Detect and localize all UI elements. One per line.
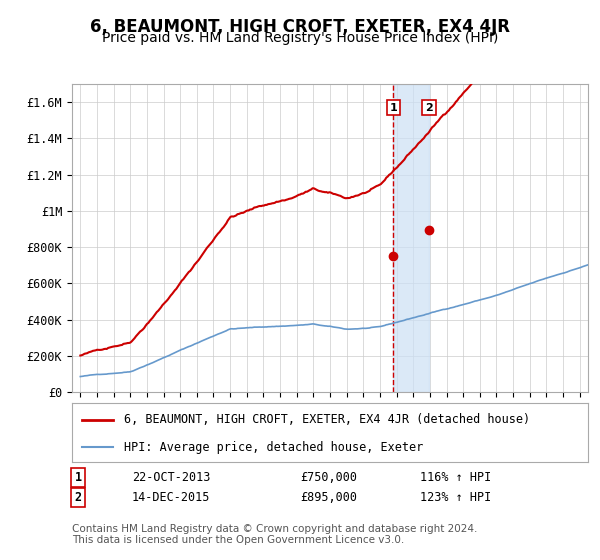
Text: 14-DEC-2015: 14-DEC-2015 [132, 491, 211, 504]
Text: 22-OCT-2013: 22-OCT-2013 [132, 470, 211, 484]
Text: 2: 2 [425, 102, 433, 113]
Text: £750,000: £750,000 [300, 470, 357, 484]
Text: 6, BEAUMONT, HIGH CROFT, EXETER, EX4 4JR: 6, BEAUMONT, HIGH CROFT, EXETER, EX4 4JR [90, 18, 510, 36]
Text: 123% ↑ HPI: 123% ↑ HPI [420, 491, 491, 504]
Text: 6, BEAUMONT, HIGH CROFT, EXETER, EX4 4JR (detached house): 6, BEAUMONT, HIGH CROFT, EXETER, EX4 4JR… [124, 413, 530, 426]
Text: 1: 1 [74, 470, 82, 484]
Text: £895,000: £895,000 [300, 491, 357, 504]
Text: HPI: Average price, detached house, Exeter: HPI: Average price, detached house, Exet… [124, 441, 423, 454]
Text: Contains HM Land Registry data © Crown copyright and database right 2024.
This d: Contains HM Land Registry data © Crown c… [72, 524, 478, 545]
Bar [393, 84, 429, 392]
Text: 2: 2 [74, 491, 82, 504]
Text: Price paid vs. HM Land Registry's House Price Index (HPI): Price paid vs. HM Land Registry's House … [102, 31, 498, 45]
Text: 1: 1 [389, 102, 397, 113]
Text: 116% ↑ HPI: 116% ↑ HPI [420, 470, 491, 484]
